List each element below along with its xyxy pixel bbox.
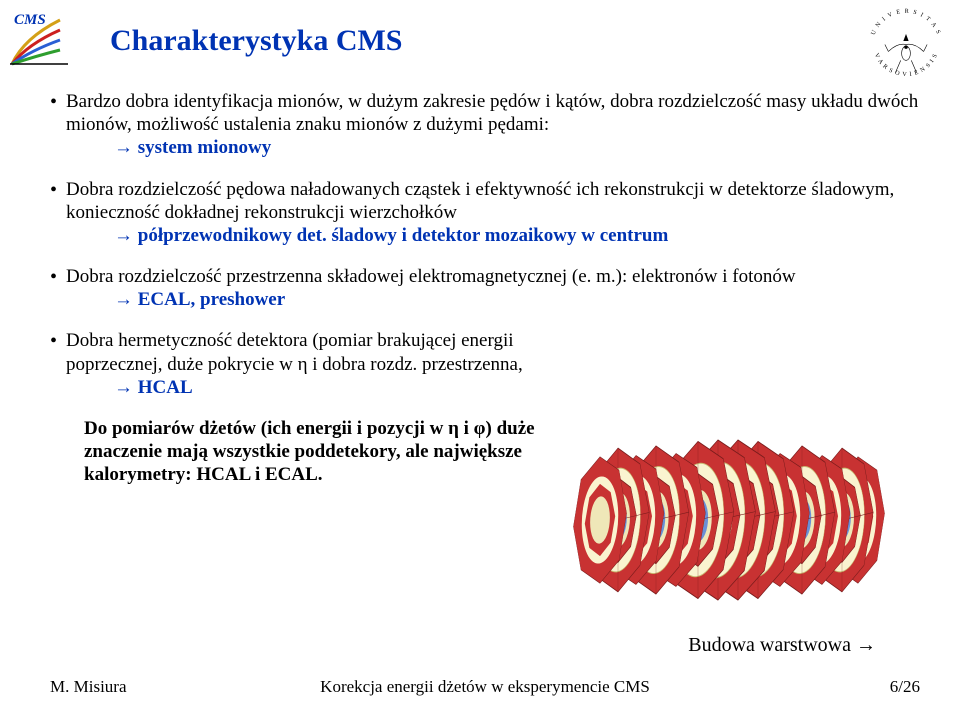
svg-text:U N I V E R S I T A S: U N I V E R S I T A S [871, 9, 942, 36]
footer-page: 6/26 [890, 677, 920, 697]
footer-author: M. Misiura [50, 677, 127, 697]
bullet-1: Bardzo dobra identyfikacja mionów, w duż… [50, 90, 920, 160]
svg-text:V A R S O V I E N S I S: V A R S O V I E N S I S [873, 53, 939, 78]
uni-logo-top-text: U N I V E R S I T A S [871, 9, 942, 36]
bullet-1-text: Bardzo dobra identyfikacja mionów, w duż… [66, 91, 918, 135]
detector-figure [558, 400, 928, 630]
bullet-2: Dobra rozdzielczość pędowa naładowanych … [50, 178, 920, 248]
bullet-3-text: Dobra rozdzielczość przestrzenna składow… [66, 266, 796, 287]
cms-logo: CMS [10, 8, 68, 66]
bullet-1-arrow: → system mionowy [114, 137, 271, 158]
university-logo: U N I V E R S I T A S V A R S O V I E N … [862, 4, 950, 92]
bullet-4-text: Dobra hermetyczność detektora (pomiar br… [66, 330, 523, 374]
bullet-2-arrow: → półprzewodnikowy det. śladowy i detekt… [114, 225, 668, 246]
footer: M. Misiura Korekcja energii dżetów w eks… [50, 677, 920, 697]
bullet-4: Dobra hermetyczność detektora (pomiar br… [50, 329, 540, 399]
bullet-4-arrow: → HCAL [114, 377, 193, 398]
figure-caption: Budowa warstwowa → [688, 634, 876, 657]
footer-title: Korekcja energii dżetów w eksperymencie … [320, 677, 650, 697]
summary-note: Do pomiarów dżetów (ich energii i pozycj… [84, 417, 554, 487]
cms-logo-text: CMS [14, 12, 46, 28]
uni-logo-bottom-text: V A R S O V I E N S I S [873, 53, 939, 78]
bullet-2-text: Dobra rozdzielczość pędowa naładowanych … [66, 179, 894, 223]
page-title: Charakterystyka CMS [110, 24, 403, 58]
bullet-3-arrow: → ECAL, preshower [114, 289, 285, 310]
bullet-3: Dobra rozdzielczość przestrzenna składow… [50, 265, 920, 311]
